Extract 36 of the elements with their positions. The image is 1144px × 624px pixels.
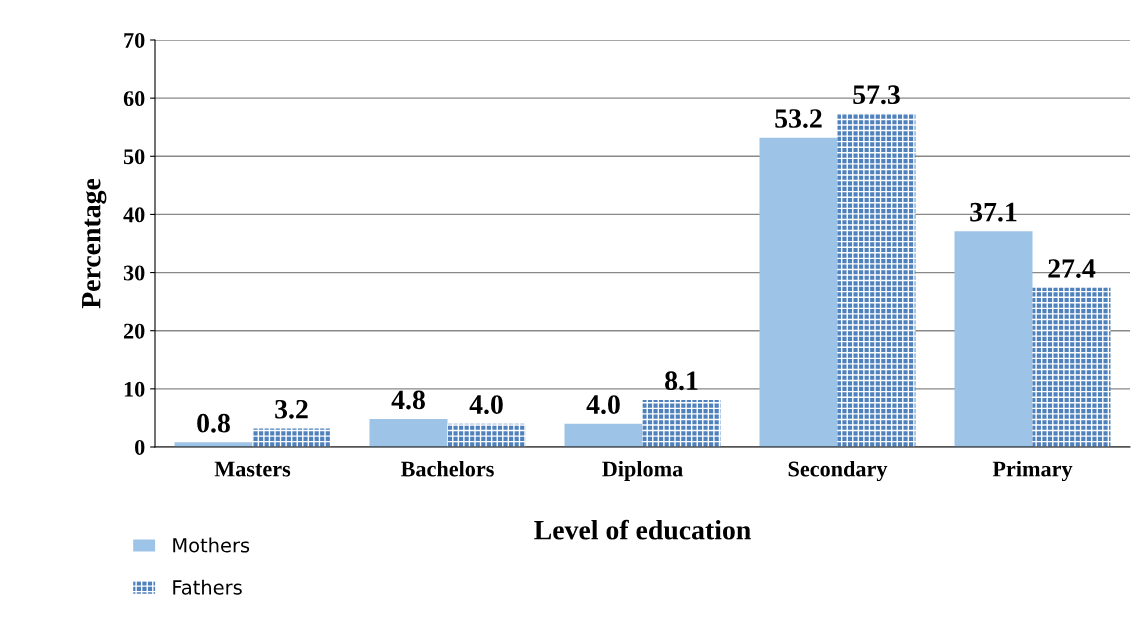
bar [447, 423, 526, 447]
bar [564, 423, 643, 447]
data-label: 57.3 [853, 85, 900, 105]
y-tick-label: 20 [123, 323, 145, 339]
y-tick-label: 30 [123, 265, 145, 281]
data-label: 4.8 [391, 390, 425, 410]
bar [252, 428, 331, 447]
data-label: 4.0 [586, 395, 620, 415]
x-tick-label: Masters [214, 461, 291, 477]
data-label: 3.2 [275, 399, 308, 419]
data-label: 37.1 [970, 202, 1017, 222]
bar [1032, 287, 1111, 447]
y-tick-label: 50 [123, 149, 145, 165]
bar [369, 419, 448, 447]
bar [759, 137, 838, 447]
x-tick-label: Diploma [602, 460, 683, 482]
data-label: 0.8 [197, 413, 230, 433]
y-tick-label: 60 [123, 91, 145, 107]
y-tick-label: 10 [124, 381, 145, 397]
x-axis-title: Level of education [534, 519, 751, 540]
y-axis-title: Percentage [82, 178, 107, 309]
data-label: 53.2 [775, 109, 822, 128]
y-tick-label: 0 [135, 439, 145, 455]
legend-label: Mothers [173, 537, 250, 553]
x-tick-label: Secondary [788, 460, 888, 482]
data-label: 4.0 [469, 395, 503, 415]
x-tick-label: Bachelors [400, 460, 494, 477]
y-tick-label: 40 [123, 207, 145, 223]
bar [642, 399, 721, 447]
data-label: 8.1 [665, 371, 698, 391]
data-label: 27.4 [1048, 259, 1096, 278]
bar [954, 231, 1033, 447]
y-tick-label: 70 [124, 32, 145, 48]
bar [837, 113, 916, 447]
x-tick-label: Primary [992, 460, 1073, 482]
legend-label: Fathers [173, 579, 242, 595]
